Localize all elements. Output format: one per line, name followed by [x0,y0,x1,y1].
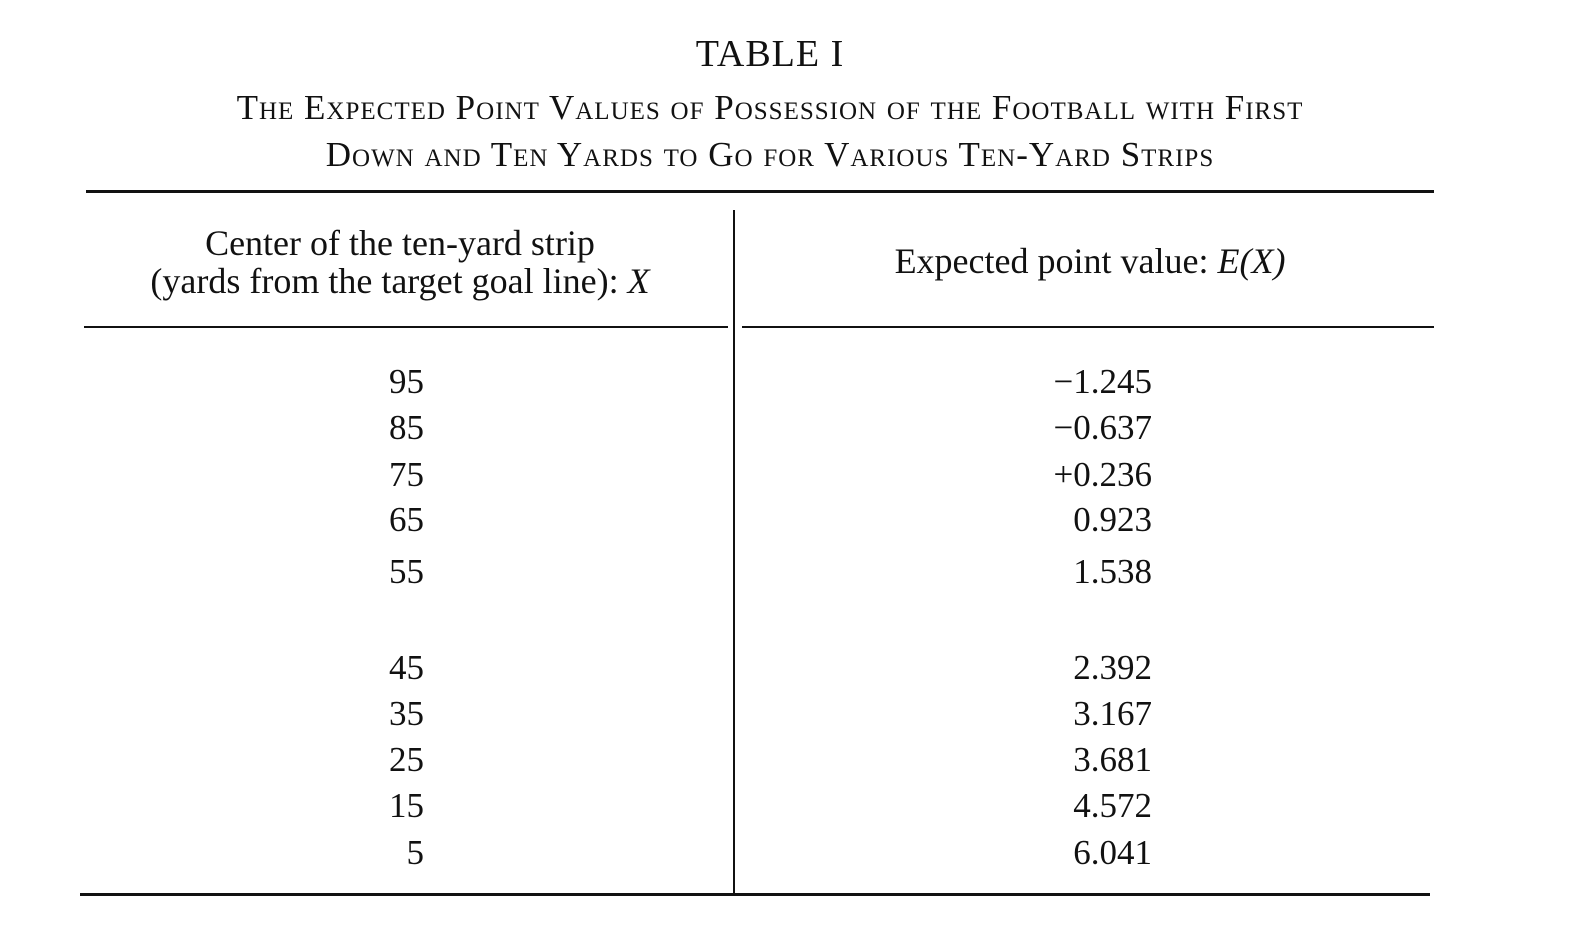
column-header-x-line-1: Center of the ten-yard strip [205,223,595,263]
yard-strip-center-cell: 65 [389,500,424,539]
expected-point-value-cell: 3.681 [1073,740,1152,779]
yard-strip-center-cell: 15 [389,786,424,825]
column-header-x-variable: X [627,261,650,301]
column-header-e: Expected point value: E(X) [790,242,1390,280]
expected-point-value-cell: 3.167 [1073,694,1152,733]
yard-strip-center-cell: 75 [389,455,424,494]
expected-point-value-cell: +0.236 [1053,455,1153,494]
header-rule-right [742,326,1434,328]
column-header-x: Center of the ten-yard strip (yards from… [90,224,710,300]
column-header-x-line-2: (yards from the target goal line): X [90,262,710,300]
expected-point-value-cell: 4.572 [1073,786,1152,825]
table-caption-line-1: The Expected Point Values of Possession … [236,88,1304,127]
yard-strip-center-cell: 35 [389,694,424,733]
yard-strip-center-cell: 55 [389,552,424,591]
yard-strip-center-cell: 25 [389,740,424,779]
table-number: TABLE I [695,33,845,75]
yard-strip-center-cell: 5 [406,833,425,872]
expected-point-value-cell: 2.392 [1073,648,1152,687]
column-header-x-text: (yards from the target goal line): [150,261,628,301]
column-divider [733,210,735,893]
column-header-e-text: Expected point value: [894,241,1218,281]
expected-point-value-cell: −1.245 [1053,362,1153,401]
header-rule-left [84,326,728,328]
top-rule [86,190,1434,193]
yard-strip-center-cell: 85 [389,408,424,447]
expected-point-value-cell: 0.923 [1073,500,1152,539]
yard-strip-center-cell: 45 [389,648,424,687]
expected-point-value-cell: 6.041 [1073,833,1152,872]
expected-point-value-cell: −0.637 [1053,408,1153,447]
expected-point-value-cell: 1.538 [1073,552,1152,591]
table-caption-line-2: Down and Ten Yards to Go for Various Ten… [325,135,1215,174]
bottom-rule [80,893,1430,896]
column-header-e-variable: E(X) [1217,241,1286,281]
yard-strip-center-cell: 95 [389,362,424,401]
